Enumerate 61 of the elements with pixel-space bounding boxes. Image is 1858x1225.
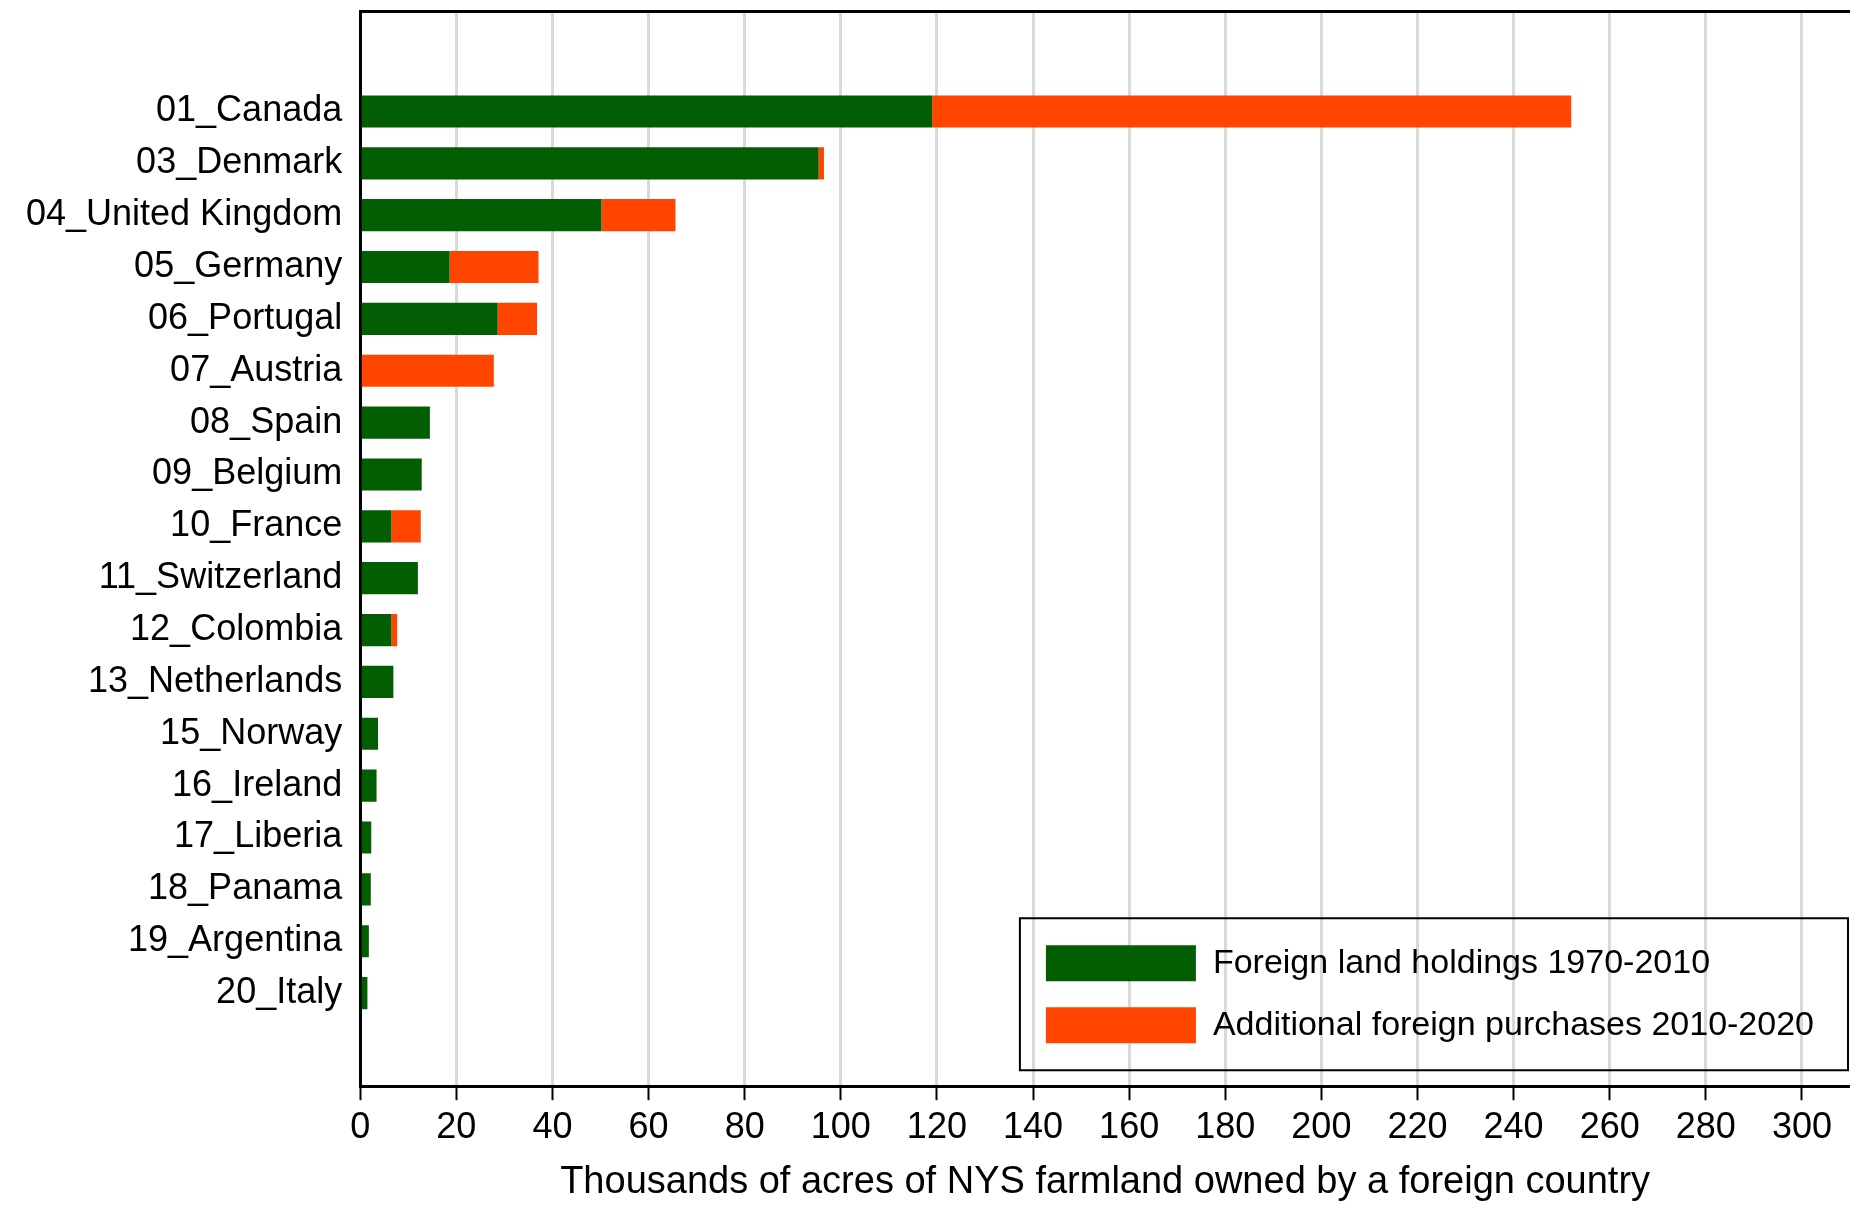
y-tick-label: 13_Netherlands: [88, 658, 343, 700]
y-tick-label: 09_Belgium: [152, 451, 343, 493]
x-tick-label: 280: [1675, 1104, 1736, 1146]
bar: [818, 147, 824, 180]
bar: [391, 613, 398, 647]
bar: [361, 95, 933, 128]
legend-label: Additional foreign purchases 2010-2020: [1212, 1003, 1814, 1042]
x-tick-label: 260: [1579, 1104, 1640, 1146]
y-tick-label: 17_Liberia: [174, 814, 344, 856]
x-tick-label: 140: [1002, 1104, 1064, 1146]
bar: [449, 250, 539, 284]
bar: [361, 302, 498, 335]
bar: [932, 95, 1572, 128]
y-tick-label: 04_United Kingdom: [25, 192, 343, 234]
y-tick-label: 16_Ireland: [172, 762, 343, 804]
x-tick-label: 240: [1483, 1104, 1544, 1146]
bar: [361, 147, 819, 180]
y-tick-label: 06_Portugal: [148, 295, 343, 337]
x-tick-label: 100: [810, 1104, 871, 1146]
y-tick-label: 19_Argentina: [128, 918, 344, 960]
y-tick-label: 05_Germany: [134, 243, 343, 285]
y-tick-label: 10_France: [170, 503, 343, 545]
y-tick-label: 08_Spain: [190, 399, 343, 441]
x-tick-label: 180: [1195, 1104, 1256, 1146]
y-tick-label: 15_Norway: [160, 710, 343, 752]
bar: [361, 562, 418, 595]
x-tick-label: 120: [906, 1104, 967, 1146]
y-tick-label: 11_Switzerland: [98, 555, 343, 597]
bar: [361, 354, 494, 387]
y-tick-label: 07_Austria: [170, 347, 344, 389]
x-tick-label: 160: [1099, 1104, 1160, 1146]
bar: [361, 250, 450, 284]
y-tick-label: 18_Panama: [148, 866, 344, 908]
bar: [361, 873, 371, 906]
x-tick-label: 0: [350, 1104, 371, 1146]
bar: [361, 613, 392, 647]
bar: [361, 769, 377, 802]
x-tick-label: 200: [1291, 1104, 1352, 1146]
x-tick-label: 20: [436, 1104, 477, 1146]
bar: [497, 302, 538, 335]
y-tick-label: 01_Canada: [156, 88, 344, 130]
x-tick-label: 40: [532, 1104, 573, 1146]
bar: [361, 821, 372, 854]
y-tick-label: 03_Denmark: [136, 140, 344, 182]
bar: [361, 458, 422, 491]
bar: [391, 510, 421, 543]
bar: [361, 925, 369, 958]
bar: [361, 717, 378, 750]
x-axis-title: Thousands of acres of NYS farmland owned by a foreign country: [560, 1158, 1651, 1201]
x-tick-label: 60: [628, 1104, 669, 1146]
x-tick-label: 80: [724, 1104, 765, 1146]
y-tick-label: 12_Colombia: [130, 606, 344, 648]
legend-label: Foreign land holdings 1970-2010: [1212, 941, 1711, 980]
x-tick-label: 220: [1387, 1104, 1448, 1146]
bar: [361, 406, 430, 439]
bar: [361, 199, 602, 232]
bar: [361, 665, 394, 698]
bar: [361, 510, 392, 543]
y-tick-label: 20_Italy: [216, 970, 343, 1011]
bar: [601, 199, 676, 232]
x-tick-label: 300: [1771, 1104, 1832, 1146]
